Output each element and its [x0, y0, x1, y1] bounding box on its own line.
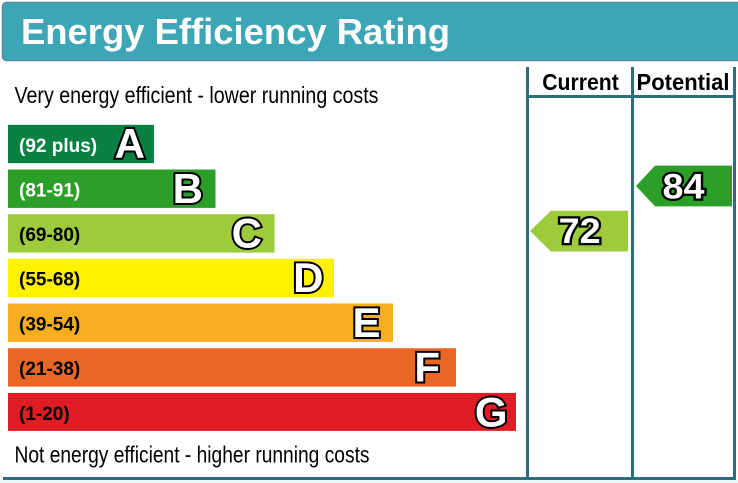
svg-text:Current: Current [542, 69, 619, 95]
svg-text:(39-54): (39-54) [19, 314, 80, 335]
svg-text:F: F [414, 344, 440, 391]
svg-text:Energy Efficiency Rating: Energy Efficiency Rating [21, 11, 450, 52]
svg-text:Not energy efficient - higher: Not energy efficient - higher running co… [15, 442, 370, 468]
svg-text:(81-91): (81-91) [19, 180, 80, 201]
svg-text:E: E [352, 299, 380, 346]
svg-text:Very energy efficient - lower: Very energy efficient - lower running co… [15, 82, 379, 108]
svg-text:(55-68): (55-68) [19, 270, 80, 291]
svg-text:(92 plus): (92 plus) [19, 136, 97, 157]
svg-text:C: C [232, 210, 262, 257]
svg-text:A: A [115, 120, 145, 167]
svg-text:84: 84 [663, 168, 706, 207]
svg-text:72: 72 [559, 212, 601, 251]
svg-text:B: B [173, 165, 203, 212]
svg-text:(1-20): (1-20) [19, 404, 70, 425]
svg-text:(69-80): (69-80) [19, 225, 80, 246]
svg-text:(21-38): (21-38) [19, 359, 80, 380]
svg-text:Potential: Potential [637, 69, 730, 95]
svg-text:G: G [475, 388, 508, 435]
svg-text:D: D [293, 254, 323, 301]
